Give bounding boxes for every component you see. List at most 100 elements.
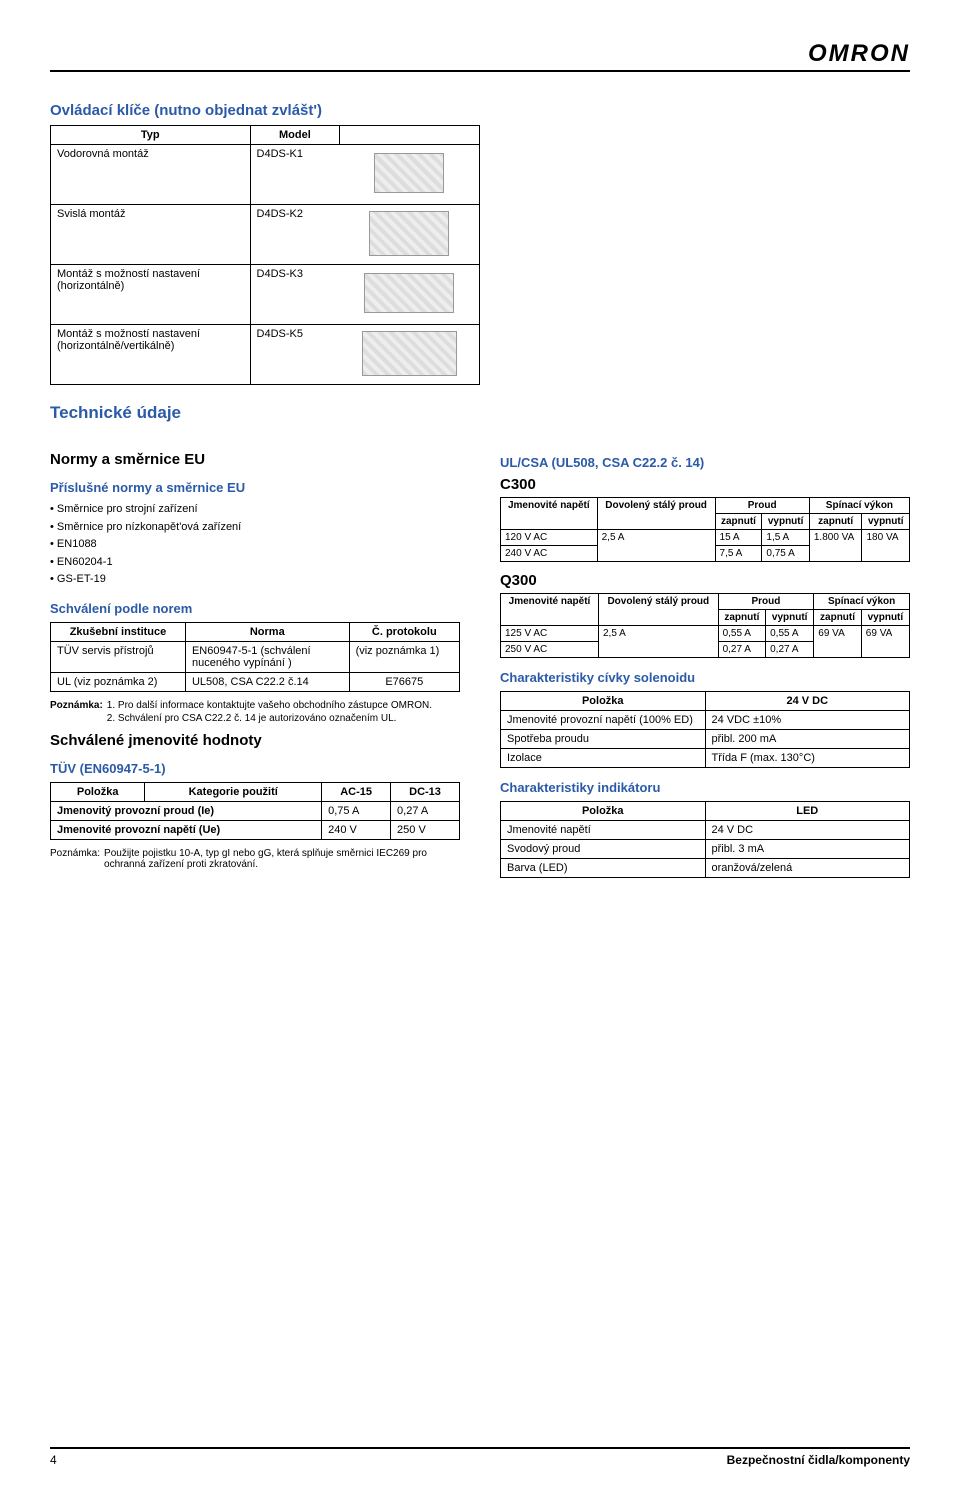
appr-th2: Č. protokolu — [349, 622, 459, 641]
c300-th-va: Spínací výkon — [809, 498, 909, 514]
appr-note-1: 1. Pro další informace kontaktujte vašeh… — [107, 700, 432, 711]
appr-r0c0: TÜV servis přístrojů — [51, 641, 186, 672]
ind-r1k: Svodový proud — [501, 840, 706, 859]
ind-r2v: oranžová/zelená — [705, 859, 910, 878]
q300-th-ion: zapnutí — [718, 610, 766, 626]
ind-th0: Položka — [501, 802, 706, 821]
footer-title: Bezpečnostní čidla/komponenty — [727, 1453, 910, 1467]
page-number: 4 — [50, 1453, 57, 1467]
keys-r1-model: D4DS-K2 — [250, 205, 340, 265]
sol-r2k: Izolace — [501, 749, 706, 768]
c300-r1-v: 240 V AC — [501, 546, 598, 562]
eu-norms-title: Normy a směrnice EU — [50, 451, 460, 468]
sol-r0k: Jmenovité provozní napětí (100% ED) — [501, 711, 706, 730]
eu-norm-item: EN1088 — [50, 536, 460, 554]
rated-th2: AC-15 — [322, 782, 391, 801]
rated-r0c1: 0,75 A — [322, 801, 391, 820]
rated-note-txt: Použijte pojistku 10-A, typ gI nebo gG, … — [104, 848, 460, 870]
rated-table: Položka Kategorie použití AC-15 DC-13 Jm… — [50, 782, 460, 840]
q300-r0-ioff: 0,55 A — [766, 626, 814, 642]
q300-th-cont: Dovolený stálý proud — [599, 594, 719, 626]
keys-r1-img — [340, 205, 480, 265]
c300-r1-ion: 7,5 A — [715, 546, 762, 562]
rated-note-lbl: Poznámka: — [50, 848, 100, 870]
appr-r1c1: UL508, CSA C22.2 č.14 — [185, 672, 349, 691]
eu-norms-subtitle: Příslušné normy a směrnice EU — [50, 480, 460, 495]
appr-r1c0: UL (viz poznámka 2) — [51, 672, 186, 691]
appr-note-2: 2. Schválení pro CSA C22.2 č. 14 je auto… — [107, 713, 397, 724]
c300-th-volt: Jmenovité napětí — [501, 498, 598, 530]
q300-th-va: Spínací výkon — [814, 594, 910, 610]
keys-r0-img — [340, 145, 480, 205]
keys-r0-typ: Vodorovná montáž — [51, 145, 251, 205]
c300-table: Jmenovité napětí Dovolený stálý proud Pr… — [500, 497, 910, 562]
keys-r2-typ: Montáž s možností nastavení (horizontáln… — [51, 265, 251, 325]
c300-r0-ioff: 1,5 A — [762, 530, 809, 546]
appr-r0c2: (viz poznámka 1) — [349, 641, 459, 672]
eu-norm-item: Směrnice pro strojní zařízení — [50, 501, 460, 519]
c300-th-vaon: zapnutí — [809, 514, 862, 530]
c300-r0-vaoff: 180 VA — [862, 530, 910, 562]
ind-r0k: Jmenovité napětí — [501, 821, 706, 840]
c300-r0-v: 120 V AC — [501, 530, 598, 546]
rated-r0c2: 0,27 A — [391, 801, 460, 820]
q300-th-vaon: zapnutí — [814, 610, 862, 626]
keys-r2-model: D4DS-K3 — [250, 265, 340, 325]
ind-r0v: 24 V DC — [705, 821, 910, 840]
rated-th3: DC-13 — [391, 782, 460, 801]
rated-r1c0: Jmenovité provozní napětí (Ue) — [51, 820, 322, 839]
appr-th0: Zkušební instituce — [51, 622, 186, 641]
c300-r1-ioff: 0,75 A — [762, 546, 809, 562]
c300-r0-vaon: 1.800 VA — [809, 530, 862, 562]
rated-title: Schválené jmenovité hodnoty — [50, 732, 460, 749]
q300-th-curr: Proud — [718, 594, 814, 610]
c300-r0-cont: 2,5 A — [597, 530, 715, 562]
q300-th-ioff: vypnutí — [766, 610, 814, 626]
rated-th0: Položka — [51, 782, 145, 801]
q300-th-volt: Jmenovité napětí — [501, 594, 599, 626]
eu-norm-item: GS-ET-19 — [50, 571, 460, 589]
page-footer: 4 Bezpečnostní čidla/komponenty — [50, 1447, 910, 1467]
keys-th-model: Model — [250, 126, 340, 145]
ind-th1: LED — [705, 802, 910, 821]
keys-r3-model: D4DS-K5 — [250, 325, 340, 385]
rated-th1: Kategorie použití — [145, 782, 322, 801]
solenoid-table: Položka 24 V DC Jmenovité provozní napět… — [500, 691, 910, 768]
sol-r2v: Třída F (max. 130°C) — [705, 749, 910, 768]
solenoid-title: Charakteristiky cívky solenoidu — [500, 670, 910, 685]
approvals-notes: Poznámka: 1. Pro další informace kontakt… — [50, 700, 460, 724]
ind-r2k: Barva (LED) — [501, 859, 706, 878]
sol-r0v: 24 VDC ±10% — [705, 711, 910, 730]
eu-norms-list: Směrnice pro strojní zařízení Směrnice p… — [50, 501, 460, 589]
c300-th-vaoff: vypnutí — [862, 514, 910, 530]
eu-norm-item: EN60204-1 — [50, 554, 460, 572]
sol-r1v: přibl. 200 mA — [705, 730, 910, 749]
rated-r1c1: 240 V — [322, 820, 391, 839]
rated-r1c2: 250 V — [391, 820, 460, 839]
keys-th-typ: Typ — [51, 126, 251, 145]
keys-th-image — [340, 126, 480, 145]
c300-th-ioff: vypnutí — [762, 514, 809, 530]
c300-r0-ion: 15 A — [715, 530, 762, 546]
indicator-table: Položka LED Jmenovité napětí 24 V DC Svo… — [500, 801, 910, 878]
c300-th-ion: zapnutí — [715, 514, 762, 530]
appr-r1c2: E76675 — [349, 672, 459, 691]
rated-tuv-title: TÜV (EN60947-5-1) — [50, 761, 460, 776]
keys-table: Typ Model Vodorovná montáž D4DS-K1 Svisl… — [50, 125, 480, 385]
q300-label: Q300 — [500, 572, 910, 589]
q300-r1-ion: 0,27 A — [718, 642, 766, 658]
q300-r1-ioff: 0,27 A — [766, 642, 814, 658]
appr-note-lbl: Poznámka: — [50, 700, 103, 711]
q300-r0-vaon: 69 VA — [814, 626, 862, 658]
keys-r3-img — [340, 325, 480, 385]
ulcsa-title: UL/CSA (UL508, CSA C22.2 č. 14) — [500, 455, 910, 470]
q300-th-vaoff: vypnutí — [861, 610, 909, 626]
indicator-title: Charakteristiky indikátoru — [500, 780, 910, 795]
section-title-keys: Ovládací klíče (nutno objednat zvlášt') — [50, 102, 910, 119]
c300-label: C300 — [500, 476, 910, 493]
c300-th-cont: Dovolený stálý proud — [597, 498, 715, 530]
approvals-table: Zkušební instituce Norma Č. protokolu TÜ… — [50, 622, 460, 692]
q300-r0-v: 125 V AC — [501, 626, 599, 642]
keys-r1-typ: Svislá montáž — [51, 205, 251, 265]
q300-r0-vaoff: 69 VA — [861, 626, 909, 658]
